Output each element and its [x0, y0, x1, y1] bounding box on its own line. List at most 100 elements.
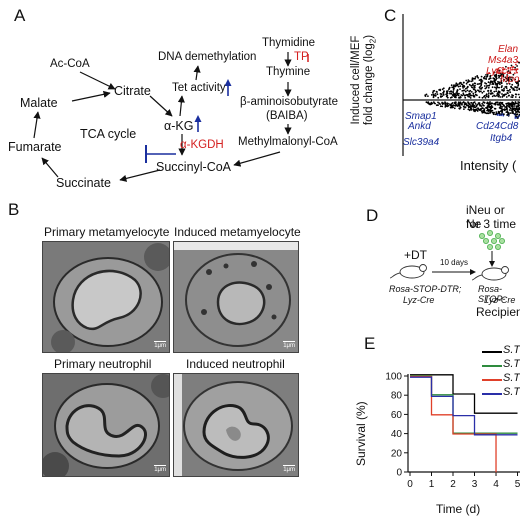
ma-plot-point: [515, 68, 518, 71]
ma-plot-point: [505, 108, 507, 111]
ma-plot-point: [499, 96, 502, 98]
survival-line-series-3: [410, 376, 518, 436]
node-alpha-kgdh: α-KGDH: [180, 139, 224, 151]
ma-plot-point: [495, 101, 498, 104]
ma-plot-point: [500, 114, 502, 117]
panel-c-letter: C: [384, 6, 397, 25]
ma-plot-point: [425, 93, 428, 96]
legend-label-1: S.T: [503, 358, 520, 370]
ma-plot-point: [500, 79, 503, 82]
ma-plot-point: [494, 95, 496, 97]
ma-plot-point: [474, 108, 477, 111]
ma-plot-point: [434, 94, 437, 97]
x-tick-label: 3: [472, 479, 478, 490]
ma-plot-point: [448, 88, 450, 91]
legend-swatch-0: [482, 351, 502, 353]
ma-plot-point: [489, 101, 491, 103]
ma-plot-point: [455, 103, 457, 106]
ma-plot-point: [457, 102, 460, 105]
legend-entry-2: S.T: [482, 372, 520, 386]
ma-plot-point: [467, 79, 470, 81]
ma-plot-point: [481, 107, 483, 109]
node-thymidine: Thymidine: [262, 37, 316, 49]
ma-plot-point: [476, 103, 479, 106]
ma-plot-point: [514, 78, 516, 81]
ma-plot-point: [449, 106, 452, 109]
ma-plot-point: [517, 81, 519, 84]
ma-plot-point: [496, 103, 499, 106]
ma-plot-point: [503, 105, 505, 107]
legend-entry-3: S.T: [482, 386, 520, 400]
ma-plot-point: [516, 89, 518, 92]
ma-plot-point: [445, 105, 447, 107]
ma-plot-point: [451, 104, 453, 107]
ma-plot-point: [498, 69, 501, 72]
ma-plot-point: [511, 96, 514, 99]
ma-plot-point: [508, 109, 511, 111]
ma-plot-point: [480, 75, 483, 78]
ma-plot-point: [464, 106, 466, 109]
ma-plot-point: [506, 74, 509, 76]
gene-label-up-2: Ly6c1: [486, 66, 513, 77]
ma-plot-point: [468, 105, 471, 108]
ma-plot-point: [498, 76, 500, 79]
node-baiba-name: β-aminoisobutyrate: [240, 96, 339, 108]
ma-plot-point: [501, 108, 504, 111]
ma-plot-point: [504, 76, 507, 79]
ma-plot-point: [503, 89, 505, 92]
gene-label-up-1: Ms4a3: [488, 55, 519, 66]
ma-plot-point: [517, 110, 520, 113]
label-mouse2-line2: Lyz-Cre: [484, 295, 516, 305]
ma-plot-point: [481, 111, 484, 114]
ma-plot-point: [463, 81, 465, 84]
ma-plot-point: [505, 93, 507, 96]
ma-plot-point: [477, 107, 479, 109]
ma-plot-point: [494, 86, 496, 89]
ma-plot-point: [476, 109, 479, 112]
ma-plot-point: [507, 70, 510, 72]
ma-plot-point: [496, 85, 498, 88]
ma-plot-point: [470, 84, 472, 87]
ma-plot-point: [515, 93, 518, 96]
ma-plot-point: [510, 78, 513, 81]
ma-plot-point: [480, 84, 482, 87]
ma-plot-point: [466, 81, 469, 84]
ma-plot-point: [477, 89, 479, 92]
ma-plot-point: [517, 93, 520, 96]
ma-plot-point: [489, 75, 492, 78]
ma-plot-point: [465, 82, 468, 85]
ma-plot-point: [502, 103, 504, 106]
ma-plot-point: [502, 74, 505, 77]
ma-plot-point: [507, 67, 510, 70]
panel-d-title-line1: iNeu or Ne: [466, 203, 505, 231]
panel-d-title-line2: for 3 time: [466, 217, 517, 231]
ma-plot-point: [480, 108, 482, 111]
ma-plot-point: [496, 101, 499, 104]
ma-plot-point: [478, 102, 480, 105]
ma-plot-point: [491, 111, 494, 114]
ma-plot-point: [485, 78, 487, 80]
ma-plot-point: [480, 110, 483, 113]
ma-plot-point: [498, 114, 501, 117]
ma-plot-point: [480, 78, 483, 81]
ma-plot-point: [515, 105, 518, 107]
ma-plot-point: [464, 96, 467, 99]
ma-plot-point: [459, 85, 462, 87]
ma-plot-point: [448, 86, 451, 89]
panel-c-ma-plot: [402, 14, 520, 156]
ma-plot-point: [458, 92, 460, 95]
ma-plot-point: [463, 103, 466, 106]
ma-plot-point: [478, 96, 481, 99]
legend-entry-0: S.T: [482, 344, 520, 358]
panel-a-pathway-diagram: [33, 52, 309, 182]
ma-plot-point: [465, 79, 468, 82]
ma-plot-point: [451, 102, 454, 104]
ma-plot-point: [472, 103, 474, 106]
ma-plot-point: [468, 83, 471, 86]
ma-plot-point: [470, 107, 473, 110]
ma-plot-point: [483, 90, 485, 93]
ma-plot-point: [488, 106, 491, 109]
ma-plot-point: [474, 89, 477, 92]
ma-plot-point: [450, 92, 453, 95]
ma-plot-point: [483, 101, 486, 104]
